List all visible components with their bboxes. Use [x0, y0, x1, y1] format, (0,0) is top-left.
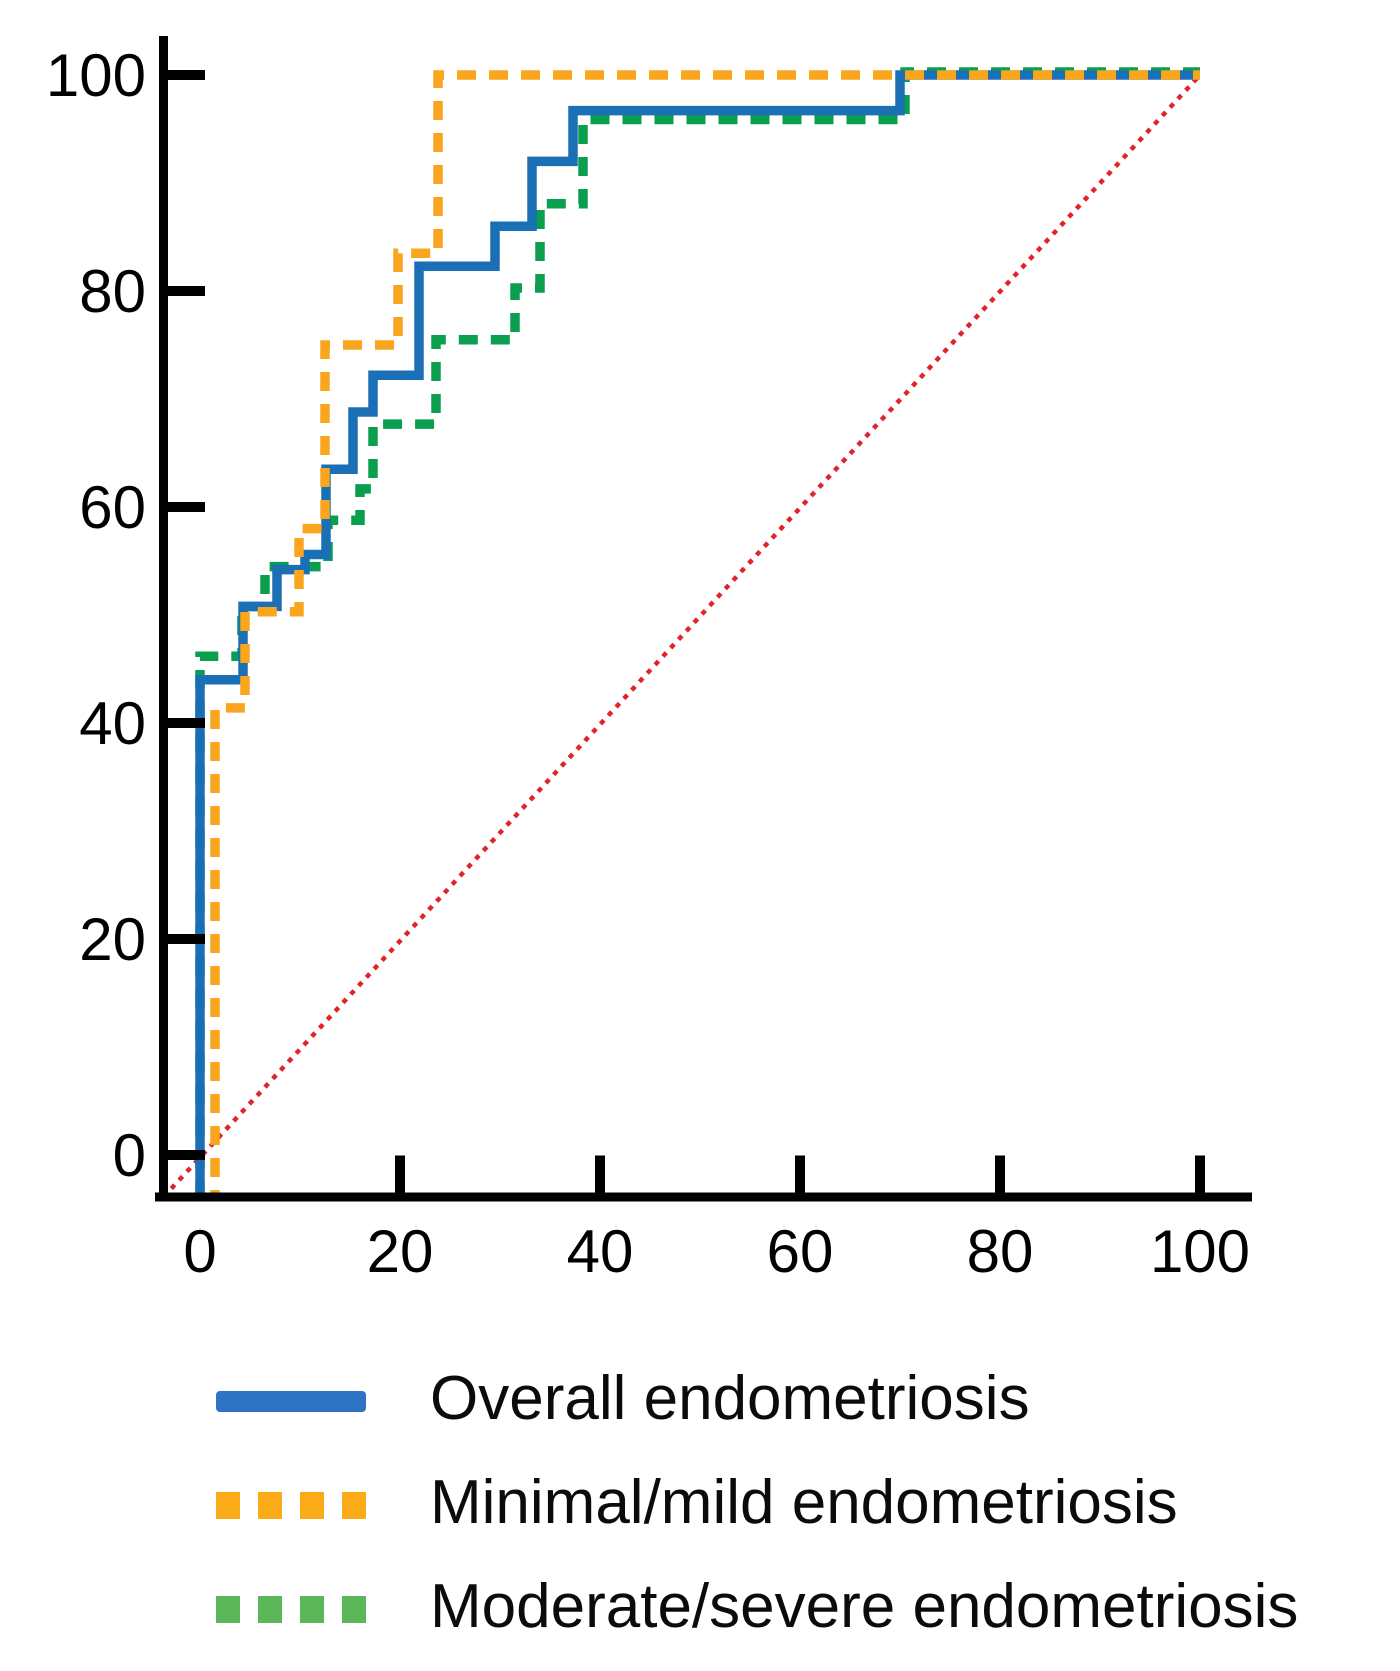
- legend-item-moderate-severe: Moderate/severe endometriosis: [216, 1573, 1298, 1645]
- y-tick-label-100: 100: [46, 42, 146, 109]
- legend-item-minimal-mild: Minimal/mild endometriosis: [216, 1469, 1178, 1541]
- x-tick-label-100: 100: [1150, 1218, 1250, 1285]
- x-axis-tick-40: [595, 1155, 605, 1194]
- roc-curve-minimal-mild-endometriosis: [210, 70, 1200, 1201]
- x-axis-spine: [155, 1192, 1252, 1202]
- roc-curve-moderate-severe-endometriosis: [195, 67, 1200, 1201]
- y-axis-tick-20: [167, 934, 205, 944]
- x-tick-label-80: 80: [967, 1218, 1034, 1285]
- x-axis-tick-60: [795, 1155, 805, 1194]
- y-tick-label-60: 60: [79, 474, 146, 541]
- y-tick-label-40: 40: [79, 690, 146, 757]
- legend-label-overall: Overall endometriosis: [430, 1364, 1030, 1433]
- y-axis-tick-100: [167, 70, 205, 80]
- x-axis-tick-100: [1195, 1155, 1205, 1194]
- legend-swatch-moderate-severe-dashed-line: [216, 1595, 366, 1623]
- roc-plot-canvas: 0 20 40 60 80 100 0 20 40 60 80 100: [46, 36, 1252, 1285]
- y-axis-tick-0: [167, 1150, 205, 1160]
- legend-swatch-minimal-mild-dashed-line: [216, 1491, 366, 1519]
- y-axis-spine: [159, 36, 168, 1202]
- x-tick-label-20: 20: [367, 1218, 434, 1285]
- y-tick-label-0: 0: [113, 1122, 146, 1189]
- legend-label-moderate-severe: Moderate/severe endometriosis: [430, 1572, 1299, 1641]
- y-axis-tick-40: [167, 718, 205, 728]
- x-tick-label-40: 40: [567, 1218, 634, 1285]
- legend-item-overall: Overall endometriosis: [216, 1365, 1030, 1437]
- roc-curve-overall-endometriosis: [195, 70, 1200, 1201]
- y-axis-tick-80: [167, 286, 205, 296]
- y-tick-label-20: 20: [79, 906, 146, 973]
- y-axis-tick-60: [167, 502, 205, 512]
- x-axis-tick-80: [995, 1155, 1005, 1194]
- x-tick-label-0: 0: [183, 1218, 216, 1285]
- chance-diagonal-line: [161, 73, 1202, 1199]
- legend-label-minimal-mild: Minimal/mild endometriosis: [430, 1468, 1178, 1537]
- x-axis-tick-20: [395, 1155, 405, 1194]
- legend-swatch-overall-solid-line: [216, 1390, 366, 1412]
- y-tick-label-80: 80: [79, 258, 146, 325]
- x-tick-label-60: 60: [767, 1218, 834, 1285]
